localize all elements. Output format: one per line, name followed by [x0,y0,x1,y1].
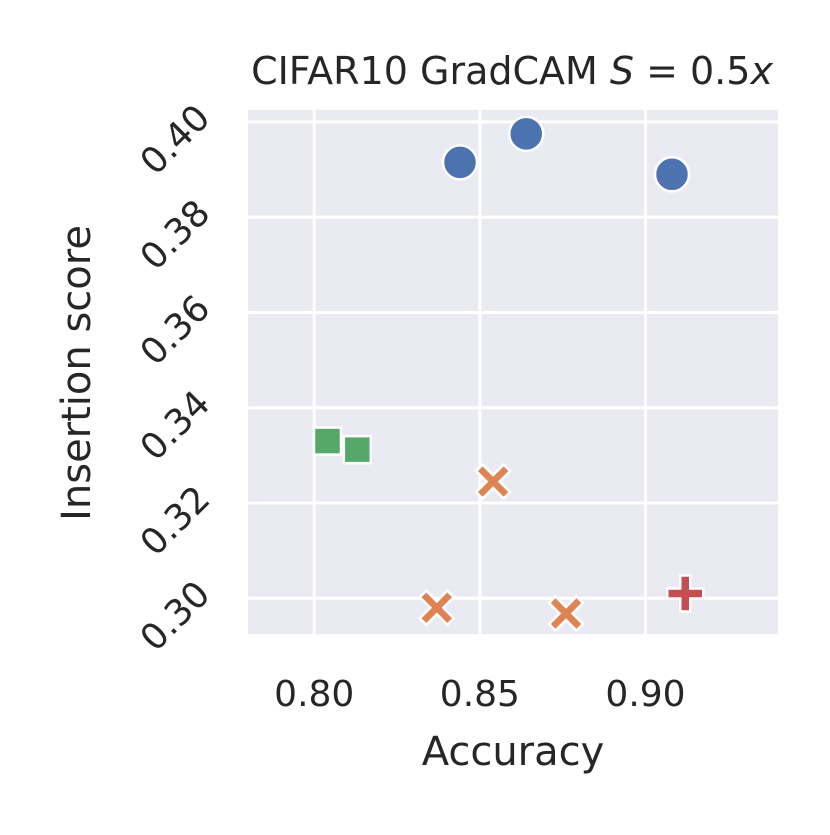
title-eq: = 0.5 [634,49,750,93]
data-point-plus [666,574,705,613]
title-prefix: CIFAR10 GradCAM [251,49,610,93]
y-tick-label: 0.32 [133,478,219,564]
data-point-x [547,594,585,633]
data-point-x [418,589,456,627]
data-point-circle [441,144,479,181]
chart-title: CIFAR10 GradCAM S = 0.5x [251,49,773,93]
data-point-circle [653,156,691,193]
title-var: S [610,49,634,93]
x-axis-label: Accuracy [422,729,605,775]
y-tick-label: 0.38 [133,193,219,279]
x-tick-label: 0.80 [274,674,354,715]
x-tick-label: 0.90 [605,674,685,715]
data-point-x [474,462,512,501]
plot-area [248,110,778,634]
data-point-square [342,434,373,465]
data-point-circle [508,115,545,153]
y-axis-label: Insertion score [54,225,100,521]
x-tick-label: 0.85 [440,674,520,715]
y-tick-label: 0.40 [133,97,219,183]
y-tick-label: 0.30 [133,574,219,660]
y-tick-label: 0.36 [133,288,219,374]
y-tick-label: 0.34 [133,383,219,469]
data-points [312,115,705,633]
title-var2: x [749,49,773,93]
data-point-square [312,426,343,456]
